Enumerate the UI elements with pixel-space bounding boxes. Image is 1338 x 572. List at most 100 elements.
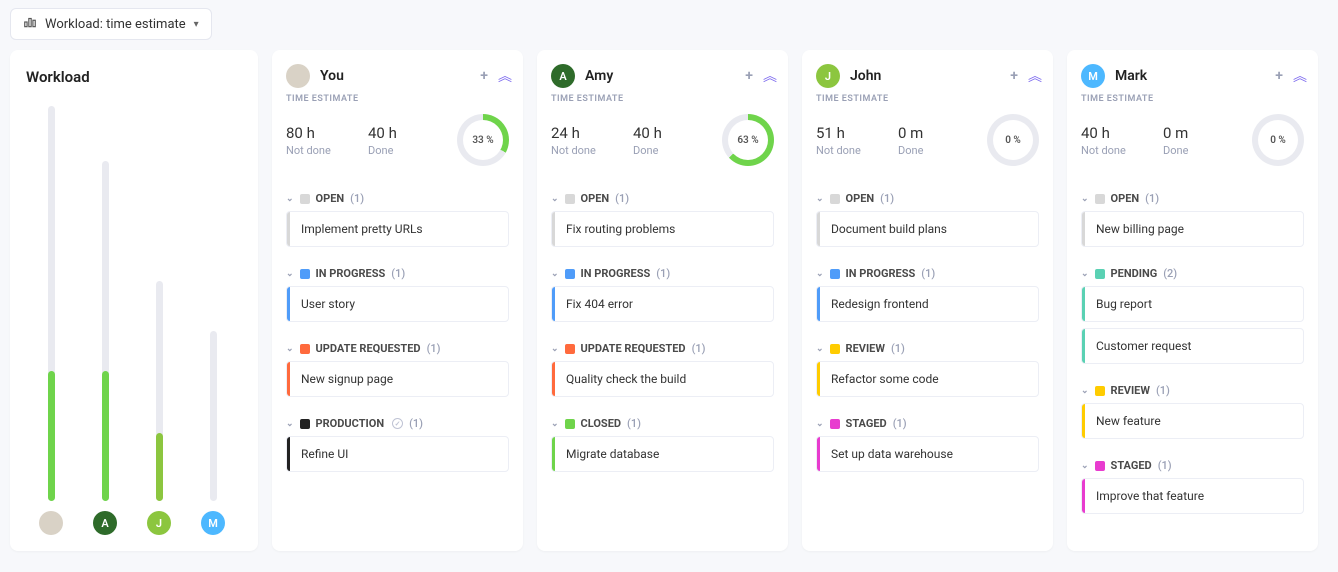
status-label: PRODUCTION [316, 417, 385, 430]
task-card[interactable]: Customer request [1081, 328, 1304, 364]
notdone-value: 51 h [816, 124, 880, 142]
chevron-down-icon: ⌄ [551, 344, 559, 354]
collapse-icon[interactable]: ︽ [1028, 66, 1039, 86]
status-group-header[interactable]: ⌄PRODUCTION✓(1) [286, 411, 509, 436]
status-swatch [300, 419, 310, 429]
status-label: REVIEW [846, 342, 885, 355]
status-swatch [300, 344, 310, 354]
workload-filter[interactable]: Workload: time estimate ▾ [10, 8, 212, 40]
chevron-down-icon: ⌄ [551, 419, 559, 429]
avatar[interactable]: A [551, 64, 575, 88]
done-value: 40 h [368, 124, 432, 142]
status-count: (1) [615, 192, 629, 205]
done-label: Done [633, 144, 697, 157]
status-group-header[interactable]: ⌄OPEN(1) [551, 186, 774, 211]
task-card[interactable]: Improve that feature [1081, 478, 1304, 514]
done-value: 0 m [1163, 124, 1227, 142]
avatar[interactable]: J [816, 64, 840, 88]
status-group-header[interactable]: ⌄STAGED(1) [1081, 453, 1304, 478]
status-label: STAGED [846, 417, 887, 430]
status-count: (2) [1163, 267, 1177, 280]
status-count: (1) [427, 342, 441, 355]
task-card[interactable]: New signup page [286, 361, 509, 397]
avatar[interactable]: J [147, 511, 171, 535]
progress-donut: 33 % [457, 114, 509, 166]
status-swatch [300, 269, 310, 279]
add-icon[interactable]: + [1010, 68, 1018, 84]
avatar[interactable]: M [201, 511, 225, 535]
status-swatch [830, 419, 840, 429]
status-label: OPEN [316, 192, 345, 205]
task-card[interactable]: Bug report [1081, 286, 1304, 322]
person-name: Mark [1115, 68, 1147, 84]
status-group-header[interactable]: ⌄STAGED(1) [816, 411, 1039, 436]
task-card[interactable]: Fix routing problems [551, 211, 774, 247]
status-count: (1) [1156, 384, 1170, 397]
task-card[interactable]: Migrate database [551, 436, 774, 472]
status-group-header[interactable]: ⌄IN PROGRESS(1) [816, 261, 1039, 286]
status-group-header[interactable]: ⌄OPEN(1) [1081, 186, 1304, 211]
add-icon[interactable]: + [1275, 68, 1283, 84]
chevron-down-icon: ⌄ [816, 419, 824, 429]
status-count: (1) [1158, 459, 1172, 472]
status-swatch [565, 344, 575, 354]
check-icon: ✓ [392, 418, 403, 429]
status-label: UPDATE REQUESTED [316, 342, 421, 355]
task-card[interactable]: Refactor some code [816, 361, 1039, 397]
status-group-header[interactable]: ⌄REVIEW(1) [816, 336, 1039, 361]
status-swatch [565, 419, 575, 429]
add-icon[interactable]: + [480, 68, 488, 84]
done-label: Done [898, 144, 962, 157]
chevron-down-icon: ⌄ [551, 269, 559, 279]
collapse-icon[interactable]: ︽ [498, 66, 509, 86]
status-group-header[interactable]: ⌄ UPDATE REQUESTED (1) [286, 336, 509, 361]
collapse-icon[interactable]: ︽ [1293, 66, 1304, 86]
status-group-header[interactable]: ⌄OPEN(1) [816, 186, 1039, 211]
workload-title: Workload [26, 68, 242, 86]
chevron-down-icon: ⌄ [1081, 461, 1089, 471]
chevron-down-icon: ⌄ [551, 194, 559, 204]
task-card[interactable]: Document build plans [816, 211, 1039, 247]
task-card[interactable]: New feature [1081, 403, 1304, 439]
notdone-value: 80 h [286, 124, 350, 142]
status-group-header[interactable]: ⌄REVIEW(1) [1081, 378, 1304, 403]
status-group-header[interactable]: ⌄IN PROGRESS(1) [551, 261, 774, 286]
avatar[interactable] [286, 64, 310, 88]
avatar[interactable]: M [1081, 64, 1105, 88]
task-card[interactable]: Implement pretty URLs [286, 211, 509, 247]
status-group-header[interactable]: ⌄OPEN(1) [286, 186, 509, 211]
notdone-value: 24 h [551, 124, 615, 142]
add-icon[interactable]: + [745, 68, 753, 84]
person-name: John [850, 68, 881, 84]
status-group-header[interactable]: ⌄CLOSED(1) [551, 411, 774, 436]
progress-percent: 33 % [463, 120, 503, 160]
avatar[interactable] [39, 511, 63, 535]
status-swatch [300, 194, 310, 204]
status-group-header[interactable]: ⌄IN PROGRESS(1) [286, 261, 509, 286]
chevron-down-icon: ⌄ [816, 194, 824, 204]
chevron-down-icon: ⌄ [286, 419, 294, 429]
status-count: (1) [692, 342, 706, 355]
status-group-header[interactable]: ⌄PENDING(2) [1081, 261, 1304, 286]
workload-bar: M [198, 331, 228, 535]
avatar[interactable]: A [93, 511, 117, 535]
progress-percent: 0 % [993, 120, 1033, 160]
task-card[interactable]: Set up data warehouse [816, 436, 1039, 472]
notdone-label: Not done [286, 144, 350, 157]
chevron-down-icon: ⌄ [286, 344, 294, 354]
status-group-header[interactable]: ⌄UPDATE REQUESTED(1) [551, 336, 774, 361]
collapse-icon[interactable]: ︽ [763, 66, 774, 86]
task-card[interactable]: User story [286, 286, 509, 322]
progress-donut: 63 % [722, 114, 774, 166]
status-label: CLOSED [581, 417, 622, 430]
task-card[interactable]: Redesign frontend [816, 286, 1039, 322]
status-swatch [565, 269, 575, 279]
status-swatch [1095, 269, 1105, 279]
done-value: 0 m [898, 124, 962, 142]
task-card[interactable]: New billing page [1081, 211, 1304, 247]
workload-bar: J [144, 281, 174, 535]
task-card[interactable]: Refine UI [286, 436, 509, 472]
task-card[interactable]: Quality check the build [551, 361, 774, 397]
status-swatch [1095, 386, 1105, 396]
task-card[interactable]: Fix 404 error [551, 286, 774, 322]
